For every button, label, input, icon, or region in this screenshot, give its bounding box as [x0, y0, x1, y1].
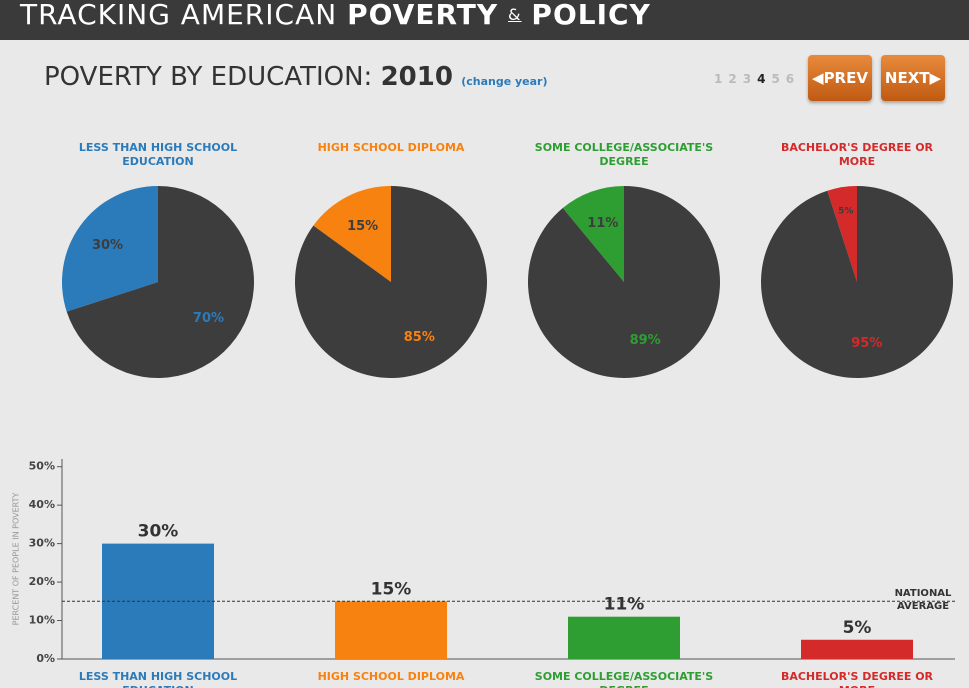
header-title: TRACKING AMERICAN — [20, 0, 338, 31]
pie-title: HIGH SCHOOL DIPLOMA — [317, 141, 465, 154]
y-tick-label: 0% — [36, 652, 55, 665]
pie-title: BACHELOR'S DEGREE OR MORE — [780, 141, 934, 168]
page-number[interactable]: 2 — [728, 72, 737, 86]
prev-label: PREV — [823, 69, 868, 87]
x-tick-label: LESS THAN HIGH SCHOOL EDUCATION — [78, 670, 238, 688]
pie-label: 89% — [630, 333, 661, 348]
y-tick-label: 20% — [29, 575, 55, 588]
pie-slice — [528, 186, 720, 378]
bar-label: 11% — [604, 595, 645, 615]
x-tick-label: BACHELOR'S DEGREE OR MORE — [780, 670, 934, 688]
y-tick-label: 50% — [29, 460, 55, 473]
pie-title: SOME COLLEGE/ASSOCIATE'S DEGREE — [534, 141, 714, 168]
y-axis-label: PERCENT OF PEOPLE IN POVERTY — [12, 493, 21, 626]
pie-label: 5% — [838, 206, 853, 216]
pie-label: 15% — [347, 219, 378, 234]
pie-slice — [62, 186, 158, 312]
change-year-link[interactable]: (change year) — [461, 75, 548, 88]
x-tick-label: SOME COLLEGE/ASSOCIATE'S DEGREE — [534, 670, 714, 688]
next-label: NEXT — [884, 69, 930, 87]
page-number[interactable]: 1 — [714, 72, 723, 86]
section-heading: POVERTY BY EDUCATION: 2010 (change year) — [44, 62, 548, 92]
y-tick-label: 10% — [29, 614, 55, 627]
pie-slice — [313, 186, 391, 282]
pie-label: 70% — [193, 311, 224, 326]
bar-label: 5% — [843, 618, 872, 638]
page-number[interactable]: 3 — [742, 72, 752, 86]
header-title-bold: POLICY — [531, 0, 651, 31]
pie-slice — [295, 186, 488, 378]
header-title-bold: POVERTY — [347, 0, 499, 31]
y-tick-label: 40% — [29, 498, 55, 511]
page-number[interactable]: 5 — [771, 72, 780, 86]
x-tick-label: HIGH SCHOOL DIPLOMA — [317, 670, 465, 683]
pie-slice — [562, 186, 624, 282]
header: TRACKING AMERICAN POVERTY & POLICY — [0, 0, 969, 40]
prev-button[interactable]: ◀PREV — [808, 55, 872, 101]
header-ampersand: & — [508, 5, 522, 24]
pie-slice — [827, 186, 857, 282]
section-year: 2010 — [380, 62, 453, 92]
bar — [335, 601, 447, 659]
next-button[interactable]: NEXT▶ — [881, 55, 945, 101]
pie-label: 11% — [587, 216, 618, 231]
pie-slice — [66, 186, 255, 378]
pie-slice — [761, 186, 954, 378]
bar-label: 30% — [138, 522, 179, 542]
section-title: POVERTY BY EDUCATION: — [44, 62, 373, 92]
page-number[interactable]: 4 — [757, 72, 766, 86]
pie-label: 30% — [92, 238, 123, 253]
reference-label: NATIONAL AVERAGE — [894, 588, 952, 613]
pie-title: LESS THAN HIGH SCHOOL EDUCATION — [78, 141, 238, 168]
bar — [801, 639, 913, 659]
pie-label: 85% — [404, 330, 435, 345]
bar — [568, 616, 680, 659]
pie-label: 95% — [851, 336, 882, 351]
y-tick-label: 30% — [29, 537, 55, 550]
page-number[interactable]: 6 — [785, 72, 795, 86]
bar-label: 15% — [371, 579, 412, 599]
